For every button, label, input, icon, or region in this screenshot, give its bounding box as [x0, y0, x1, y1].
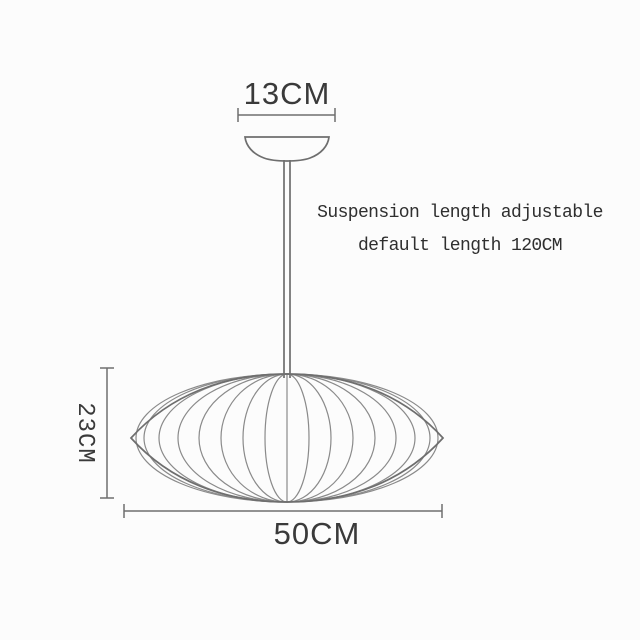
- shade-ribs: [135, 373, 439, 503]
- canopy-width-label: 13CM: [243, 76, 331, 111]
- shade-width-label: 50CM: [273, 516, 361, 551]
- suspension-note: Suspension length adjustable default len…: [305, 197, 615, 263]
- shade-outline: [129, 373, 445, 503]
- shade-width-dimension-line: [123, 504, 443, 518]
- ceiling-canopy: [244, 136, 330, 162]
- shade-height-label: 23CM: [71, 402, 98, 464]
- canopy-width-dimension-line: [237, 108, 336, 122]
- shade-height-dimension-line: [100, 367, 114, 499]
- suspension-cord: [283, 160, 291, 378]
- suspension-note-line1: Suspension length adjustable: [317, 203, 603, 223]
- suspension-note-line2: default length 120CM: [357, 236, 563, 256]
